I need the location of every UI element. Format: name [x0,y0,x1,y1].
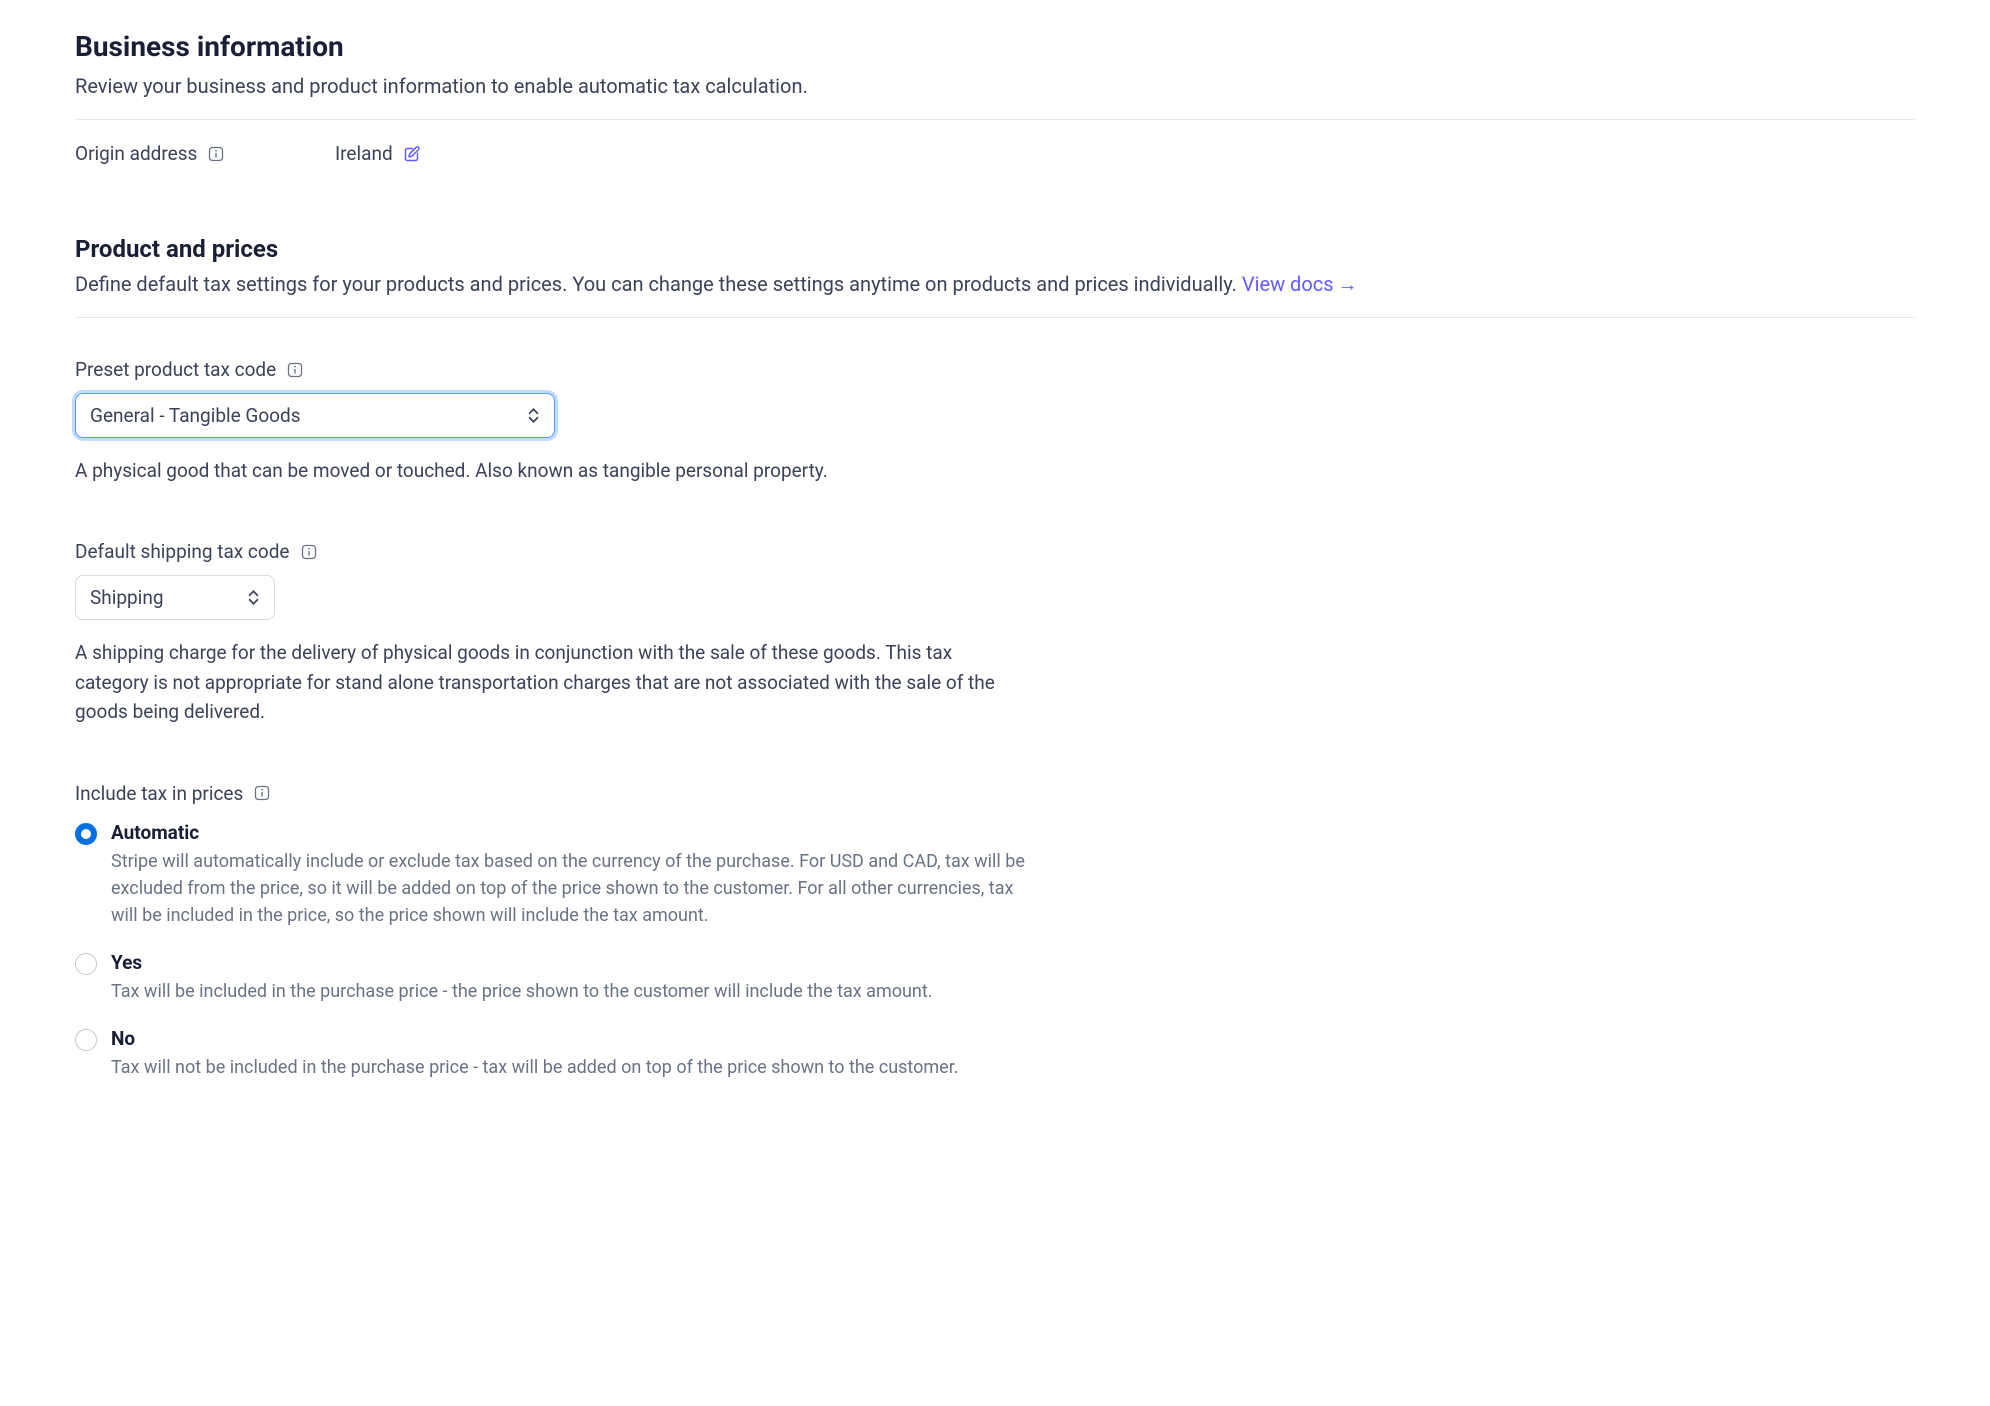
shipping-tax-code-select[interactable]: Shipping [75,575,275,620]
business-info-subtitle: Review your business and product informa… [75,71,1915,101]
edit-icon[interactable] [403,145,421,163]
info-icon[interactable] [286,361,304,379]
radio-description: Stripe will automatically include or exc… [111,848,1031,929]
chevron-updown-icon [246,589,260,607]
include-tax-option-automatic[interactable]: Automatic Stripe will automatically inclu… [75,821,1035,929]
shipping-tax-code-field: Default shipping tax code Shipping A shi… [75,540,1035,726]
include-tax-option-yes[interactable]: Yes Tax will be included in the purchase … [75,951,1035,1005]
preset-tax-code-helper: A physical good that can be moved or tou… [75,456,995,485]
info-icon[interactable] [300,543,318,561]
radio-title: Yes [111,951,1031,974]
product-prices-subtitle-text: Define default tax settings for your pro… [75,272,1242,296]
product-prices-title: Product and prices [75,235,1915,263]
include-tax-option-no[interactable]: No Tax will not be included in the purcha… [75,1027,1035,1081]
preset-tax-code-label: Preset product tax code [75,358,276,381]
preset-tax-code-field: Preset product tax code General - Tangib… [75,358,1035,485]
business-info-title: Business information [75,30,1915,63]
radio-content: Yes Tax will be included in the purchase … [111,951,1031,1005]
preset-tax-code-select[interactable]: General - Tangible Goods [75,393,555,438]
origin-address-label: Origin address [75,142,197,165]
info-icon[interactable] [253,784,271,802]
product-prices-subtitle: Define default tax settings for your pro… [75,269,1915,299]
origin-address-row: Origin address Ireland [75,142,1915,165]
divider [75,119,1915,120]
chevron-updown-icon [526,407,540,425]
info-icon[interactable] [207,145,225,163]
divider [75,317,1915,318]
radio-description: Tax will not be included in the purchase… [111,1054,1031,1081]
arrow-right-icon: → [1338,272,1358,296]
radio-button[interactable] [75,823,97,845]
radio-content: No Tax will not be included in the purcha… [111,1027,1031,1081]
shipping-tax-code-value: Shipping [90,586,164,609]
shipping-tax-code-helper: A shipping charge for the delivery of ph… [75,638,995,726]
radio-description: Tax will be included in the purchase pri… [111,978,1031,1005]
include-tax-radio-group: Automatic Stripe will automatically inclu… [75,821,1035,1081]
radio-title: No [111,1027,1031,1050]
radio-title: Automatic [111,821,1031,844]
shipping-tax-code-label: Default shipping tax code [75,540,290,563]
origin-address-value: Ireland [335,142,393,165]
view-docs-link[interactable]: View docs→ [1242,272,1358,296]
include-tax-label: Include tax in prices [75,782,243,805]
preset-tax-code-value: General - Tangible Goods [90,404,301,427]
radio-button[interactable] [75,953,97,975]
radio-button[interactable] [75,1029,97,1051]
include-tax-field: Include tax in prices Automatic Stripe wi… [75,782,1035,1081]
radio-content: Automatic Stripe will automatically inclu… [111,821,1031,929]
